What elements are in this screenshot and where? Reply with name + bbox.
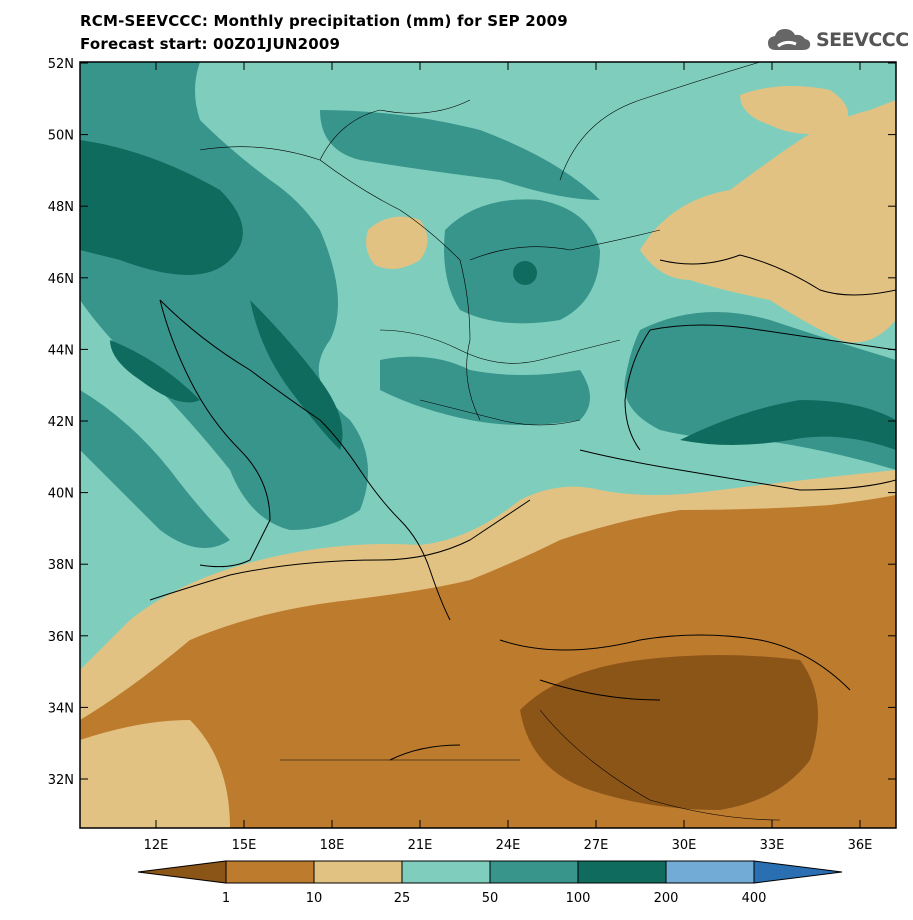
borders — [199, 62, 781, 821]
colorbar-segment — [489, 860, 579, 884]
colorbar-label: 200 — [654, 891, 679, 906]
lon-label: 21E — [408, 838, 433, 853]
lon-label: 18E — [320, 838, 345, 853]
seevccc-logo: SEEVCCC — [766, 26, 909, 54]
lat-label: 48N — [48, 200, 74, 215]
lon-label: 15E — [232, 838, 257, 853]
lat-label: 44N — [48, 343, 74, 358]
colorbar-label: 1 — [222, 891, 230, 906]
colorbar-segment — [225, 860, 315, 884]
map-title: RCM-SEEVCCC: Monthly precipitation (mm) … — [80, 12, 568, 30]
lat-label: 36N — [48, 630, 74, 645]
colorbar-segment — [401, 860, 491, 884]
lat-label: 42N — [48, 415, 74, 430]
lat-label: 50N — [48, 129, 74, 144]
lat-label: 38N — [48, 558, 74, 573]
colorbar-label: 25 — [394, 891, 411, 906]
lon-label: 24E — [496, 838, 521, 853]
lat-label: 34N — [48, 701, 74, 716]
precip-field — [80, 62, 896, 828]
forecast-start: Forecast start: 00Z01JUN2009 — [80, 35, 341, 53]
colorbar-min-arrow — [137, 860, 227, 884]
colorbar-label: 50 — [482, 891, 499, 906]
colorbar-segment — [577, 860, 667, 884]
colorbar: 1 10 25 50 100 200 400 — [137, 860, 843, 906]
colorbar-max-arrow — [753, 860, 843, 884]
lon-label: 36E — [848, 838, 873, 853]
cloud-icon — [768, 29, 811, 50]
lon-label: 30E — [672, 838, 697, 853]
lat-label: 32N — [48, 773, 74, 788]
lon-label: 12E — [144, 838, 169, 853]
plot-frame — [79, 61, 897, 829]
lon-label: 27E — [584, 838, 609, 853]
lat-label: 40N — [48, 487, 74, 502]
lon-label: 33E — [760, 838, 785, 853]
colorbar-segment — [665, 860, 755, 884]
latitude-labels: 52N 50N 48N 46N 44N 42N 40N 38N 36N 34N 32N — [48, 57, 74, 788]
lat-label: 52N — [48, 57, 74, 72]
lat-label: 46N — [48, 272, 74, 287]
longitude-labels: 12E 15E 18E 21E 24E 27E 30E 33E 36E — [144, 838, 873, 853]
logo-text: SEEVCCC — [816, 29, 909, 51]
colorbar-label: 10 — [306, 891, 323, 906]
colorbar-label: 100 — [566, 891, 591, 906]
colorbar-label: 400 — [742, 891, 767, 906]
axis-ticks — [80, 62, 896, 828]
coastlines — [149, 254, 896, 761]
colorbar-segment — [313, 860, 403, 884]
